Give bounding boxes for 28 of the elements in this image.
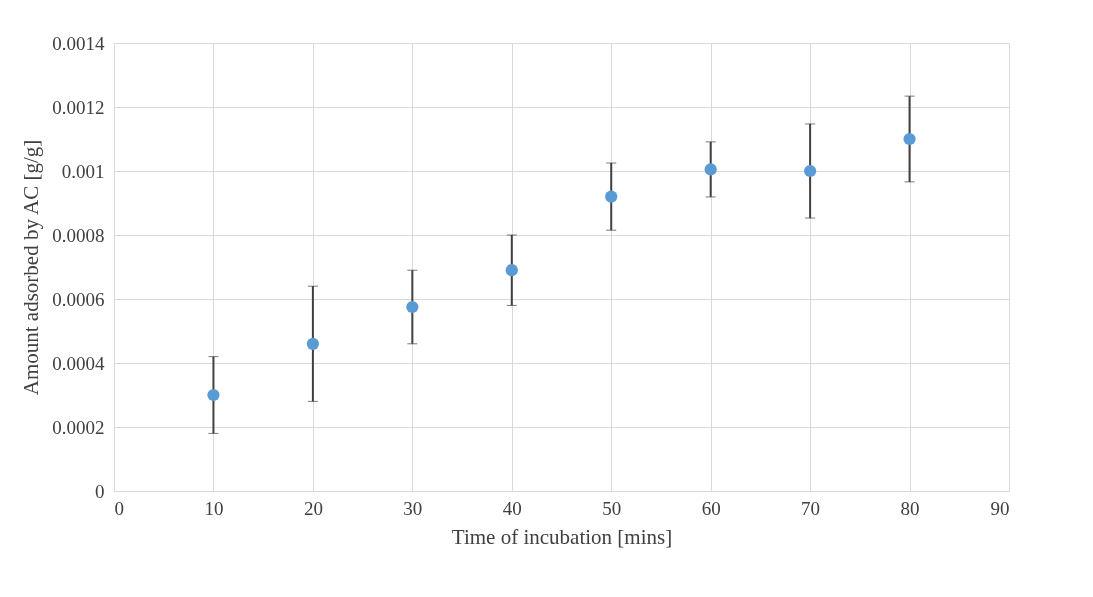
y-tick-label: 0.0002	[52, 416, 105, 438]
point	[505, 264, 518, 277]
point	[207, 388, 220, 402]
y-tick-label: 0.0006	[52, 288, 105, 310]
x-axis-title: Time of incubation [mins]	[451, 524, 673, 549]
point	[903, 132, 916, 146]
x-tick-label: 40	[502, 497, 522, 519]
x-tick-label: 90	[990, 497, 1010, 519]
y-tick-label: 0.001	[61, 160, 105, 182]
x-tick-label: 30	[403, 497, 423, 519]
y-tick-label: 0	[95, 480, 105, 502]
x-tick-label: 60	[701, 497, 721, 519]
x-tick-label: 20	[303, 497, 323, 519]
y-tick-label: 0.0012	[52, 96, 105, 118]
y-axis-title: Amount adsorbed by AC [g/g]	[19, 139, 44, 396]
point	[406, 300, 419, 314]
y-tick-label: 0.0004	[52, 352, 105, 374]
x-tick-label: 50	[602, 497, 622, 519]
point	[306, 337, 320, 350]
y-tick-label: 0.0008	[52, 224, 105, 246]
x-tick-label: 0	[114, 497, 124, 519]
x-tick-label: 10	[204, 497, 224, 519]
x-tick-label: 80	[900, 497, 920, 519]
x-tick-label: 70	[801, 497, 821, 519]
point	[704, 163, 717, 176]
point	[605, 190, 618, 203]
point	[803, 164, 817, 178]
y-tick-label: 0.0014	[52, 32, 105, 54]
